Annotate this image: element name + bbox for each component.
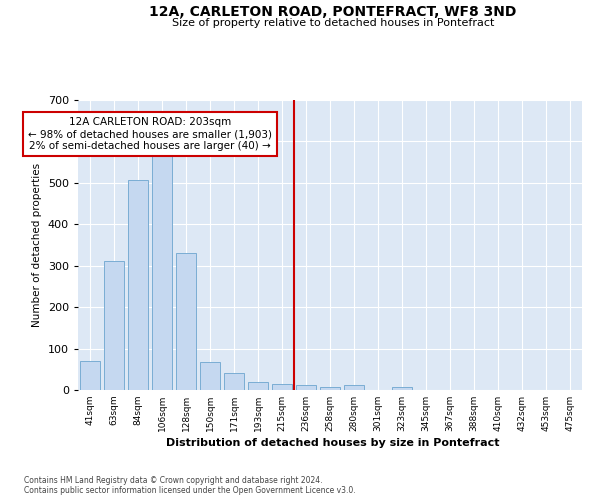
Bar xyxy=(248,382,268,390)
Bar xyxy=(344,385,364,390)
Text: 12A, CARLETON ROAD, PONTEFRACT, WF8 3ND: 12A, CARLETON ROAD, PONTEFRACT, WF8 3ND xyxy=(149,5,517,19)
Bar xyxy=(272,384,292,390)
Text: Distribution of detached houses by size in Pontefract: Distribution of detached houses by size … xyxy=(166,438,500,448)
Text: 12A CARLETON ROAD: 203sqm
← 98% of detached houses are smaller (1,903)
2% of sem: 12A CARLETON ROAD: 203sqm ← 98% of detac… xyxy=(28,118,272,150)
Text: Size of property relative to detached houses in Pontefract: Size of property relative to detached ho… xyxy=(172,18,494,28)
Bar xyxy=(104,260,124,390)
Text: Contains HM Land Registry data © Crown copyright and database right 2024.
Contai: Contains HM Land Registry data © Crown c… xyxy=(24,476,356,495)
Bar xyxy=(392,387,412,390)
Bar xyxy=(176,254,196,390)
Bar xyxy=(200,362,220,390)
Y-axis label: Number of detached properties: Number of detached properties xyxy=(32,163,42,327)
Bar xyxy=(152,152,172,390)
Bar xyxy=(320,386,340,390)
Bar xyxy=(296,385,316,390)
Bar xyxy=(80,361,100,390)
Bar xyxy=(224,374,244,390)
Bar xyxy=(128,180,148,390)
